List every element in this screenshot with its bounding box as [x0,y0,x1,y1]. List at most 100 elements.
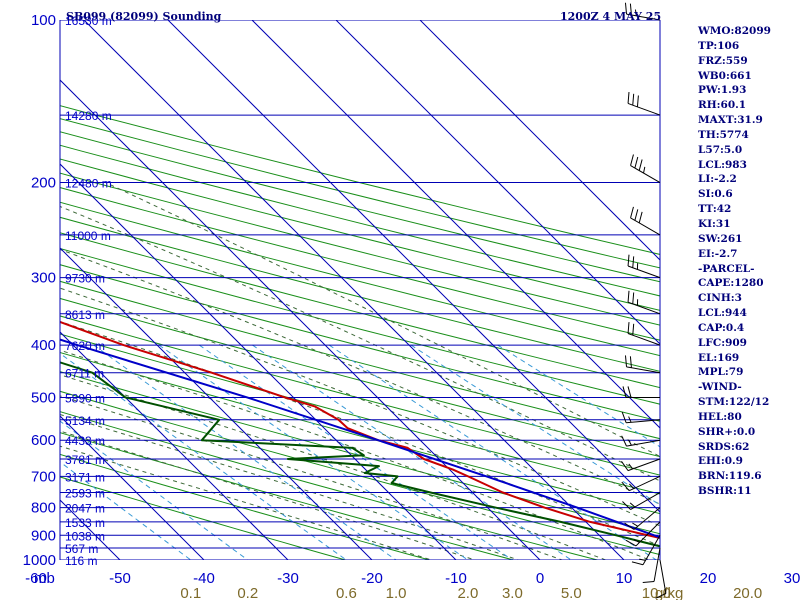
wind-barb-staff [653,547,661,582]
moist-adiabat [60,205,660,482]
index-item: MPL:79 [698,366,744,379]
wind-barb-flag [627,290,630,303]
wind-barb-flag [624,522,635,530]
isotherm [419,20,660,261]
moist-adiabat [60,413,520,560]
index-item: BSHR:11 [698,485,752,498]
wind-barbs [621,2,667,599]
mixing-ratio-line [410,344,660,506]
dry-adiabat [60,351,660,515]
wind-barb-staff [627,102,661,116]
moist-adiabat [60,287,660,527]
dry-adiabat [60,390,660,556]
wind-barb-staff [635,521,661,547]
station-title: SB099 (82099) Sounding [66,10,222,23]
wind-barb-flag [624,2,628,15]
wind-barb-flag [632,93,635,106]
index-item: WB0:661 [698,69,752,82]
mixing-ratio-label: 0.1 [180,585,201,600]
index-item: SI:0.6 [698,188,733,201]
isotherm [60,247,373,560]
wind-barb-flag [634,209,639,221]
wind-barb-flag [627,254,630,267]
index-item: KI:31 [698,217,731,230]
dry-adiabat [60,105,660,255]
index-item: LCL:944 [698,307,747,320]
index-item: CAPE:1280 [698,277,764,290]
index-item: BRN:119.6 [698,470,762,483]
index-item: WMO:82099 [698,25,771,37]
mixing-ratio-unit: g/kg [655,585,683,600]
mixing-ratio-label: 2.0 [457,585,478,600]
pressure-tick-label: 500 [31,389,56,406]
temperature-tick-label: 20 [700,570,717,587]
height-label: 5890 m [65,391,105,405]
index-item: -WIND- [698,381,742,394]
height-label: 11000 m [65,229,111,243]
wind-barb-flag [629,3,632,16]
wind-barb-flag [632,323,635,336]
wind-barb-half-flag [632,522,639,527]
wind-barb-staff [630,492,661,510]
wind-barb-half-flag [629,483,635,489]
pressure-tick-label: 400 [31,337,56,354]
height-label: 14280 m [65,109,112,123]
wind-barb-staff [627,301,661,315]
pressure-tick-label: 100 [31,12,56,29]
dry-adiabat [60,264,660,422]
wind-barb-flag [631,561,644,566]
dry-adiabat [60,247,660,405]
valid-time: 1200Z 4 MAY 25 [560,10,661,23]
index-item: RH:60.1 [698,99,747,112]
dry-adiabat [60,315,660,476]
moist-adiabat [60,248,660,505]
isotherm [60,163,457,560]
height-label: 567 m [65,542,98,556]
height-label: 2593 m [65,487,105,501]
mixing-ratio-label: 0.6 [336,585,357,600]
wind-barb-staff [659,559,667,594]
index-item: STM:122/12 [698,396,770,409]
wind-barb-flag [632,256,635,268]
index-item: SW:261 [698,232,743,245]
pressure-tick-label: 1000 [23,552,56,569]
index-item: LI:-2.2 [698,173,737,186]
moist-adiabat [60,395,564,560]
dry-adiabat [60,333,660,495]
wind-barb-flag [655,593,667,599]
pressure-tick-label: 800 [31,500,56,517]
indices-panel: WMO:82099 TP:106 FRZ:559 WB0:661 PW:1.93 RH:6… [698,24,800,499]
height-label: 2047 m [65,502,105,516]
temperature-tick-label: -20 [361,570,383,587]
height-label: 4433 m [65,434,105,448]
wind-barb-staff [627,333,661,346]
mixing-ratio-line [252,344,573,560]
temperature-tick-label: -50 [109,570,131,587]
mixing-ratio-line [199,344,514,560]
wind-barb-flag [630,206,634,219]
pressure-tick-label: 300 [31,270,56,287]
index-item: TH:5774 [698,128,749,141]
dry-adiabat [60,411,600,560]
mixing-ratio-line [60,420,249,560]
index-item: TT:42 [698,203,732,216]
isotherm [251,20,660,429]
wind-barb-flag [627,322,630,334]
moist-adiabat [60,321,660,547]
wind-barb-flag [642,580,655,583]
dewpoint-trace [60,361,660,548]
wind-barb-half-flag [639,558,646,561]
isotherm [60,415,205,560]
wind-barb-flag [627,386,632,398]
wind-barb-flag [621,461,629,471]
index-item: FRZ:559 [698,54,748,67]
mixing-ratio-line [328,344,658,560]
mixing-ratio-label: 10.0 [642,585,671,600]
height-label: 8613 m [65,308,105,322]
temperature-tick-label: -30 [277,570,299,587]
pressure-tick-label: 700 [31,468,56,485]
wind-barb-staff [627,265,661,279]
moist-adiabat [60,445,434,560]
wind-barb-half-flag [633,539,640,543]
